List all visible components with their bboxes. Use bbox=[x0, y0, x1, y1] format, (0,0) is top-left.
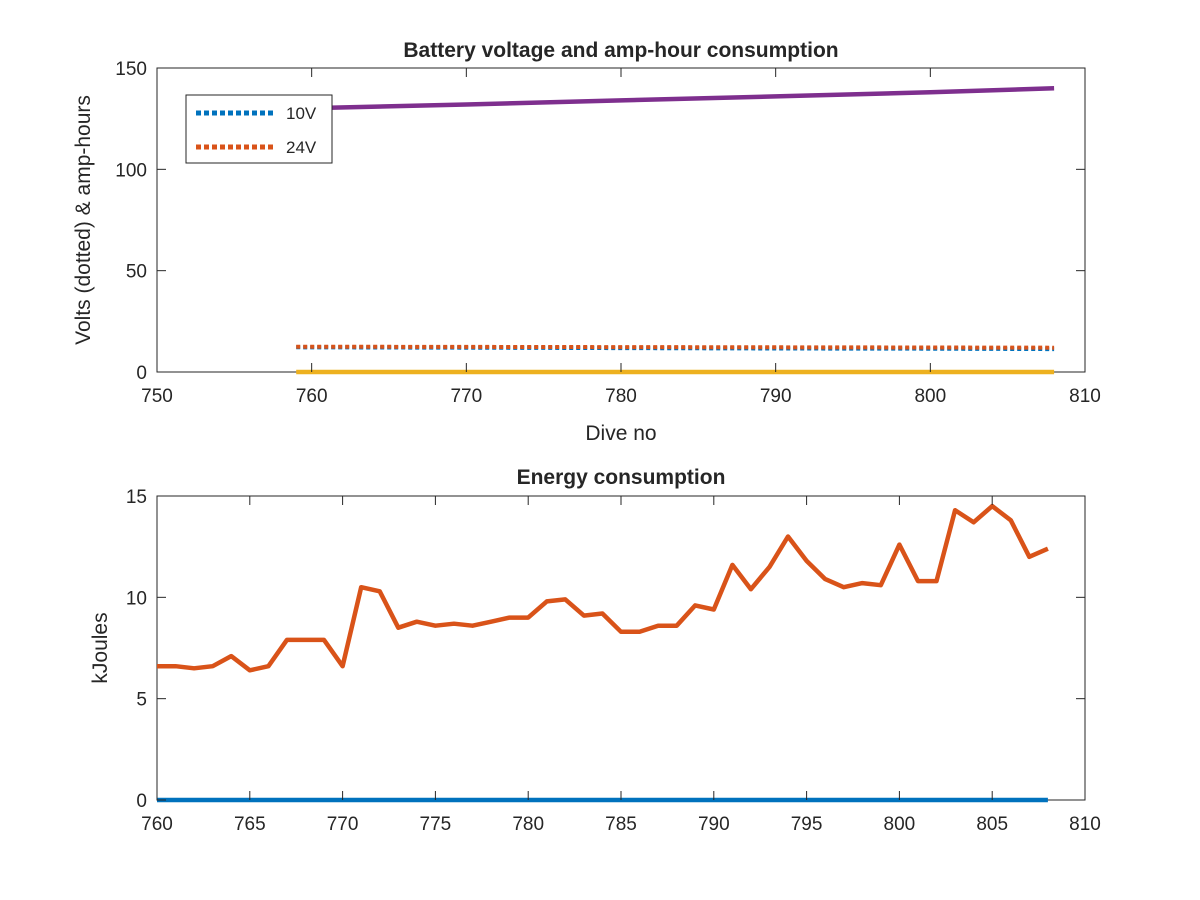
y-tick-label: 100 bbox=[115, 160, 147, 181]
x-tick-label: 790 bbox=[698, 814, 730, 835]
y-tick-label: 0 bbox=[136, 791, 147, 812]
y-tick-label: 15 bbox=[126, 487, 147, 508]
x-axis-label: Dive no bbox=[585, 422, 656, 445]
x-tick-label: 775 bbox=[420, 814, 452, 835]
legend: 10V 24V bbox=[185, 94, 333, 164]
x-tick-label: 800 bbox=[884, 814, 916, 835]
series-group bbox=[296, 86, 1055, 375]
y-axis-label: Volts (dotted) & amp-hours bbox=[72, 95, 95, 345]
y-tick-label: 0 bbox=[136, 363, 147, 384]
x-tick-label: 810 bbox=[1069, 386, 1101, 407]
x-tick-label: 760 bbox=[296, 386, 328, 407]
legend-box bbox=[185, 94, 333, 164]
x-tick-label: 770 bbox=[450, 386, 482, 407]
x-tick-label: 810 bbox=[1069, 814, 1101, 835]
x-tick-label: 790 bbox=[760, 386, 792, 407]
chart-title: Energy consumption bbox=[517, 466, 726, 489]
y-tick-label: 150 bbox=[115, 59, 147, 80]
battery-voltage-chart: 750 760 770 780 790 800 810 0 50 100 150 Battery vo… bbox=[72, 39, 1101, 445]
x-tick-label: 780 bbox=[605, 386, 637, 407]
x-tick-label: 765 bbox=[234, 814, 266, 835]
series-line-3 bbox=[296, 86, 1055, 111]
x-tick-label: 795 bbox=[791, 814, 823, 835]
chart-title: Battery voltage and amp-hour consumption bbox=[403, 39, 838, 62]
legend-label-10v: 10V bbox=[286, 104, 317, 123]
x-tick-label: 805 bbox=[976, 814, 1008, 835]
energy-consumption-chart: 760 765 770 775 780 785 790 795 800 805 810 0 5 10 15 E… bbox=[89, 466, 1101, 835]
series-line-24v bbox=[296, 344, 1055, 350]
y-tick-label: 5 bbox=[136, 690, 147, 711]
legend-label-24v: 24V bbox=[286, 138, 317, 157]
x-tick-label: 760 bbox=[141, 814, 173, 835]
x-tick-label: 800 bbox=[914, 386, 946, 407]
x-tick-label: 750 bbox=[141, 386, 173, 407]
x-tick-label: 780 bbox=[512, 814, 544, 835]
y-axis-label: kJoules bbox=[89, 612, 112, 683]
y-tick-label: 50 bbox=[126, 262, 147, 283]
series-line-1 bbox=[157, 503, 1049, 673]
x-tick-label: 770 bbox=[327, 814, 359, 835]
x-tick-label: 785 bbox=[605, 814, 637, 835]
y-tick-label: 10 bbox=[126, 588, 147, 609]
